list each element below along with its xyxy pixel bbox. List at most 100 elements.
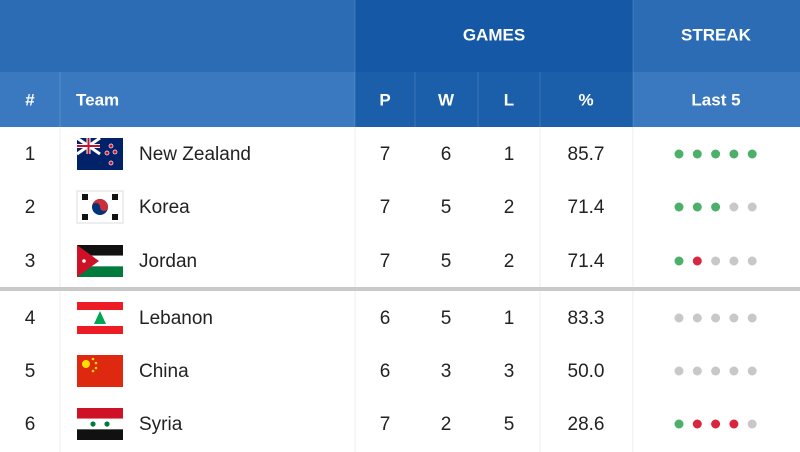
streak-dot [747,313,757,323]
column-header: Last 5 [691,90,740,109]
streak-dot [747,419,757,429]
column-header: # [25,90,35,109]
flag-part [77,255,123,267]
flag-part [108,160,114,166]
cell-rank: 1 [25,144,36,165]
flag-part [104,150,110,156]
streak-dot [711,149,721,159]
flag-part [82,259,86,263]
cell-p: 6 [380,308,391,329]
flag-part [94,311,106,324]
streak-dot [729,202,739,212]
flag-part [77,429,123,440]
streak-dot [692,366,702,376]
streak-dot [747,256,757,266]
cell-l: 5 [504,414,515,435]
header-band [0,0,355,72]
header-band [633,72,800,127]
streak-dot [674,419,684,429]
flag-part [112,149,118,155]
flag-part [94,361,98,365]
header-band [633,0,800,72]
streak-dot [711,202,721,212]
streak-dot [729,256,739,266]
flag-part [112,214,118,220]
column-header: P [379,90,390,109]
streak-dot [711,256,721,266]
table-row: 3 Jordan 7 5 2 71.4 [25,245,757,277]
cell-pct: 28.6 [568,414,605,435]
cell-pct: 71.4 [568,197,605,218]
cell-p: 6 [380,361,391,382]
column-header: W [438,90,455,109]
table-row: 5 China 6 3 3 50.0 [25,355,757,387]
header-band [355,72,633,127]
streak-dot [692,419,702,429]
cell-rank: 5 [25,361,36,382]
cell-team: China [139,361,189,382]
flag-part [77,418,123,430]
streak-dot [747,149,757,159]
cell-p: 7 [380,414,391,435]
cell-w: 6 [441,144,452,165]
cell-rank: 6 [25,414,36,435]
cell-l: 1 [504,144,515,165]
cell-l: 1 [504,308,515,329]
cell-pct: 85.7 [568,144,605,165]
flag-part [82,360,90,368]
streak-dot [692,313,702,323]
flag [77,355,123,387]
flag-part [77,138,100,154]
cell-rank: 3 [25,251,36,272]
flag-part [112,194,118,200]
cell-team: Lebanon [139,308,213,329]
flag [76,136,123,170]
cell-w: 5 [441,197,452,218]
cell-pct: 71.4 [568,251,605,272]
streak-dot [711,419,721,429]
cell-team: Korea [139,197,190,218]
cell-rank: 2 [25,197,36,218]
header-band [0,72,355,127]
flag-part [92,199,108,211]
header-band [355,0,633,72]
streak-dot [711,313,721,323]
flag-part [77,266,123,277]
streak-dot [729,419,739,429]
streak-dot [674,149,684,159]
flag [77,302,123,334]
cell-team: Jordan [139,251,197,272]
streak-dot [674,366,684,376]
flag-part [82,214,88,220]
flag-part [108,143,114,149]
cell-w: 2 [441,414,452,435]
flag-part [77,245,99,277]
flag [77,408,123,440]
cell-w: 3 [441,361,452,382]
flag-part [82,194,88,200]
cell-p: 7 [380,197,391,218]
table-row: 1 New Zealand 7 6 1 85.7 [25,136,757,170]
cell-l: 3 [504,361,515,382]
column-header: % [578,90,593,109]
group-header: STREAK [681,25,752,44]
group-separator [0,287,800,291]
column-header: L [504,90,514,109]
streak-dot [747,366,757,376]
header-dividers [59,0,634,127]
flag-part [90,421,96,427]
cell-p: 7 [380,144,391,165]
cell-l: 2 [504,197,515,218]
cell-pct: 83.3 [568,308,605,329]
flag-part [91,369,95,373]
flag-part [91,357,95,361]
table-row: 4 Lebanon 6 5 1 83.3 [25,302,757,334]
streak-dot [674,313,684,323]
streak-dot [692,149,702,159]
streak-dot [729,313,739,323]
streak-dot [729,149,739,159]
cell-team: Syria [139,414,183,435]
streak-dot [674,256,684,266]
streak-dot [692,202,702,212]
